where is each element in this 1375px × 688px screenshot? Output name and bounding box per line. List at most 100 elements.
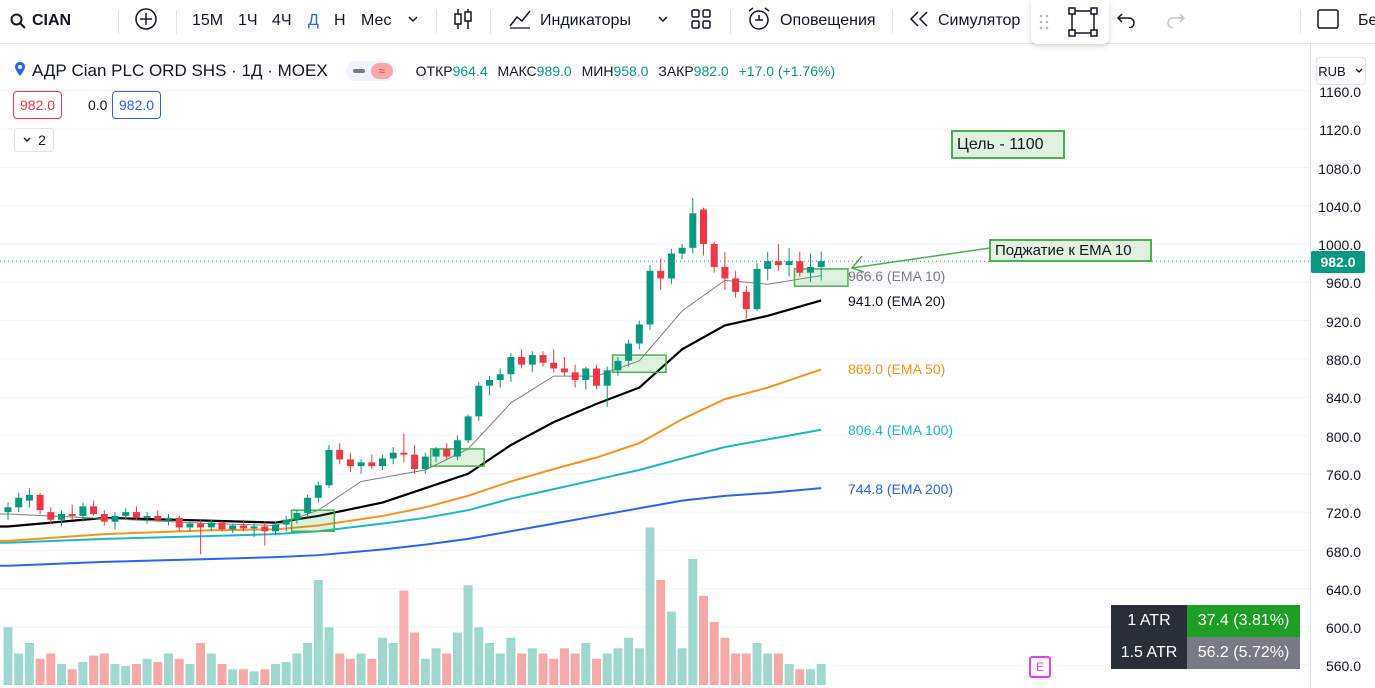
interval-15m[interactable]: 15М: [192, 12, 224, 29]
candle-body: [154, 515, 162, 520]
ema100-line: [0, 428, 822, 544]
candle-body: [700, 209, 707, 244]
volume-bar: [228, 669, 238, 685]
candle-body: [25, 494, 33, 501]
candle-body: [68, 514, 76, 516]
redo-button[interactable]: [1164, 0, 1186, 42]
atr-label: 1.5 ATR: [1111, 637, 1187, 669]
candle-body: [122, 512, 130, 516]
candle-body: [475, 385, 483, 417]
volume-bar: [527, 648, 537, 685]
buy-button[interactable]: 982.0: [112, 91, 162, 119]
volume-bar: [816, 664, 826, 685]
search-icon: [10, 13, 26, 29]
price-chart[interactable]: [0, 44, 1310, 688]
candle-body: [796, 261, 804, 273]
target-note[interactable]: Цель - 1100: [951, 130, 1065, 159]
volume-bar: [303, 643, 313, 685]
chevron-down-icon: [406, 12, 420, 31]
candle-body: [250, 526, 258, 529]
candle-body: [614, 360, 622, 371]
candle-body: [764, 261, 772, 269]
candle-body: [304, 497, 312, 514]
sell-button[interactable]: 982.0: [13, 91, 63, 119]
indicators-dropdown[interactable]: [656, 0, 670, 42]
volume-bar: [677, 648, 687, 685]
rectangle-tool-icon[interactable]: [1068, 7, 1098, 42]
candle-body: [36, 494, 44, 511]
candle-body: [528, 355, 536, 365]
volume-bar: [174, 658, 184, 685]
ema200-line: [0, 487, 822, 567]
volume-bar: [773, 653, 783, 685]
candle-body: [593, 368, 600, 386]
interval-dropdown[interactable]: [406, 0, 420, 42]
interval-week[interactable]: Н: [334, 12, 346, 29]
interval-day[interactable]: Д: [308, 12, 319, 29]
volume-bar: [217, 664, 227, 685]
candle-body: [272, 524, 279, 532]
volume-bar: [420, 658, 430, 685]
candle-body: [486, 379, 493, 386]
squeeze-note[interactable]: Поджатие к EMA 10: [989, 239, 1152, 262]
replay-button[interactable]: Симулятор: [908, 0, 1020, 42]
volume-bar: [559, 648, 569, 685]
candle-body: [165, 517, 172, 520]
add-symbol-button[interactable]: [134, 0, 158, 42]
chart-pane[interactable]: [0, 44, 1310, 688]
volume-bar: [399, 590, 409, 685]
volume-bar: [570, 653, 580, 685]
volume-bar: [249, 671, 259, 685]
atr-value: 56.2 (5.72%): [1187, 637, 1300, 669]
collapse-indicators-button[interactable]: 2: [14, 128, 54, 152]
interval-1h[interactable]: 1Ч: [238, 12, 258, 29]
interval-month[interactable]: Мес: [361, 12, 392, 29]
volume-bar: [485, 643, 494, 685]
volume-bar: [281, 661, 291, 685]
volume-bar: [656, 580, 666, 685]
candle-body: [15, 497, 23, 508]
chart-type-button[interactable]: [452, 0, 474, 42]
candle-body: [603, 370, 611, 386]
volume-bar: [89, 655, 99, 685]
volume-bar: [581, 643, 591, 685]
candle-body: [518, 356, 526, 365]
earnings-marker[interactable]: E: [1029, 656, 1051, 678]
indicators-button[interactable]: Индикаторы: [508, 0, 631, 42]
symbol-title[interactable]: АДР Cian PLC ORD SHS · 1Д · MOEX: [32, 61, 328, 80]
candle-body: [400, 452, 408, 455]
undo-button[interactable]: [1116, 0, 1138, 42]
candle-body: [667, 253, 675, 279]
alerts-button[interactable]: Оповещения: [746, 0, 876, 42]
last-price-tag: 982.0: [1311, 251, 1365, 273]
candle-body: [464, 416, 472, 441]
interval-4h[interactable]: 4Ч: [272, 12, 292, 29]
candle-body: [389, 452, 397, 459]
fullscreen-button[interactable]: [1316, 0, 1340, 42]
alarm-clock-icon: [746, 6, 772, 37]
layouts-button[interactable]: [690, 0, 712, 42]
candle-body: [646, 270, 654, 325]
price-axis[interactable]: 1160.0 1120.0 1080.0 1040.0 1000.0 960.0…: [1310, 44, 1375, 688]
candle-body: [346, 459, 354, 467]
ema50-label: 869.0 (EMA 50): [848, 361, 946, 377]
axis-label: 600.0: [1325, 620, 1361, 636]
axis-label: 640.0: [1325, 582, 1361, 598]
axis-label: 1040.0: [1318, 199, 1361, 215]
volume-bar: [67, 669, 77, 685]
currency-button[interactable]: RUB: [1316, 57, 1366, 85]
volume-bar: [260, 669, 270, 685]
indicator-toggle-icon[interactable]: ≈: [345, 61, 396, 81]
ema50-line: [0, 368, 822, 542]
symbol-search[interactable]: CIAN: [10, 0, 71, 42]
volume-bar: [324, 627, 334, 685]
indicator-count: 2: [38, 132, 46, 148]
ema100-label: 806.4 (EMA 100): [848, 422, 954, 438]
candle-body: [282, 519, 290, 525]
volume-bar: [720, 637, 730, 685]
candle-body: [207, 522, 215, 528]
drag-handle-icon[interactable]: [1039, 14, 1049, 35]
volume-bar: [78, 661, 88, 685]
candle-body: [197, 523, 205, 528]
volume-bar: [463, 585, 473, 685]
